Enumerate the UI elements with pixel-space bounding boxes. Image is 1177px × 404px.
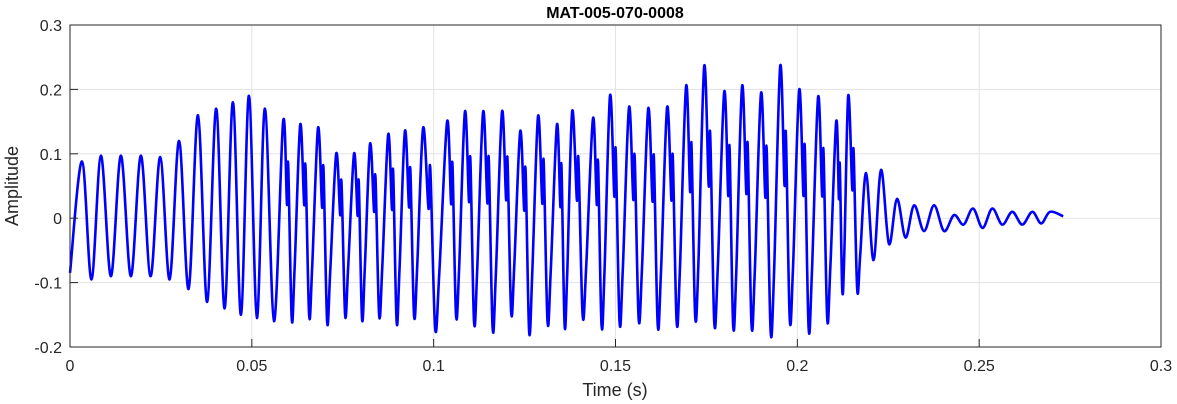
chart-title: MAT-005-070-0008 <box>546 5 684 22</box>
y-axis-label: Amplitude <box>2 146 22 226</box>
x-tick-label: 0.05 <box>236 358 267 375</box>
y-tick-label: 0.2 <box>40 82 62 99</box>
x-axis-label: Time (s) <box>582 380 647 400</box>
y-tick-label: 0.3 <box>40 18 62 35</box>
series-line-signal <box>68 63 1064 339</box>
series-group <box>68 63 1064 339</box>
y-tick-label: -0.2 <box>34 340 62 357</box>
x-tick-label: 0.2 <box>786 358 808 375</box>
x-tick-label: 0 <box>66 358 75 375</box>
x-tick-label: 0.25 <box>964 358 995 375</box>
x-tick-label: 0.3 <box>1150 358 1172 375</box>
x-tick-label: 0.1 <box>423 358 445 375</box>
y-tick-label: 0 <box>53 211 62 228</box>
y-tick-label: -0.1 <box>34 276 62 293</box>
axis-ticks: 0 0.05 0.1 0.15 0.2 0.25 0.3 -0.2 -0.1 0 0.1 0.2 0.3 <box>34 18 1172 375</box>
y-tick-label: 0.1 <box>40 147 62 164</box>
x-tick-label: 0.15 <box>600 358 631 375</box>
